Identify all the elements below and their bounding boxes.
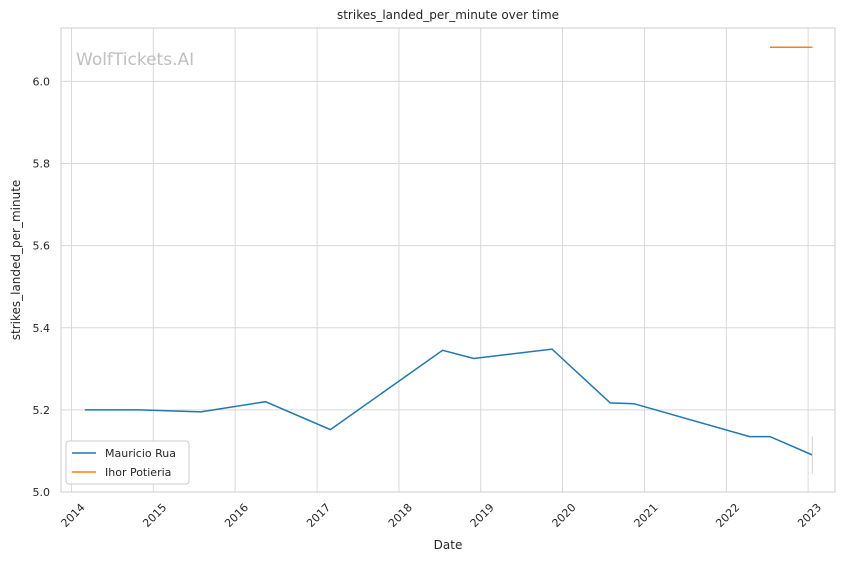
- series-layer: [84, 46, 813, 474]
- legend-label: Mauricio Rua: [105, 447, 176, 460]
- x-axis-label: Date: [434, 538, 463, 552]
- y-tick-label: 5.6: [33, 240, 51, 253]
- y-tick-label: 6.0: [33, 75, 51, 88]
- legend: Mauricio Rua Ihor Potieria: [65, 440, 190, 485]
- watermark: WolfTickets.AI: [76, 50, 194, 70]
- chart-title: strikes_landed_per_minute over time: [337, 8, 559, 22]
- y-axis-label: strikes_landed_per_minute: [9, 180, 23, 341]
- y-tick-label: 5.2: [33, 404, 51, 417]
- y-tick-label: 5.8: [33, 158, 51, 171]
- series-line-0: [84, 348, 813, 456]
- legend-label: Ihor Potieria: [105, 466, 171, 479]
- y-tick-label: 5.0: [33, 486, 51, 499]
- y-tick-label: 5.4: [33, 322, 51, 335]
- plot-frame: [60, 27, 836, 493]
- legend-box: [65, 440, 190, 485]
